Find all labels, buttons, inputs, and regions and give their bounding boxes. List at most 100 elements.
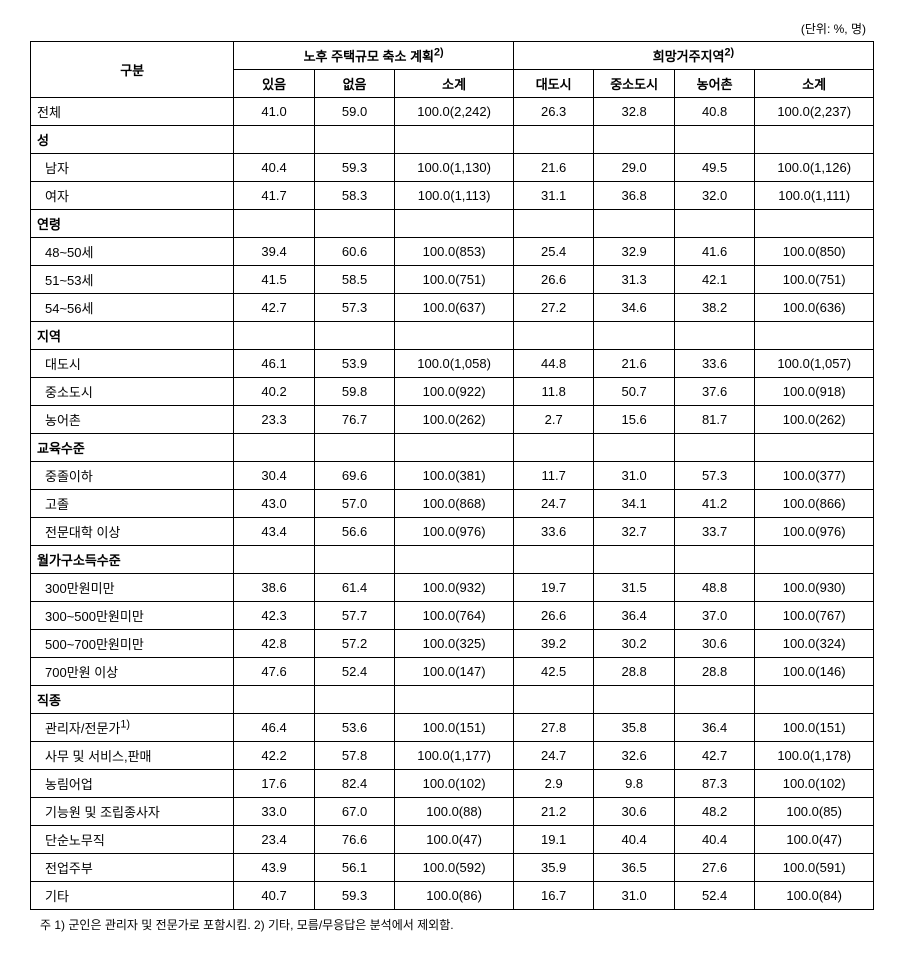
- data-cell: 27.8: [513, 714, 593, 742]
- data-cell: 76.7: [314, 406, 394, 434]
- table-header: 구분 노후 주택규모 축소 계획2) 희망거주지역2) 있음 없음 소계 대도시…: [31, 42, 874, 98]
- data-cell: 2.7: [513, 406, 593, 434]
- data-cell: 30.4: [234, 462, 314, 490]
- data-cell: 38.2: [674, 294, 754, 322]
- data-cell: 40.4: [234, 154, 314, 182]
- data-cell: 9.8: [594, 770, 674, 798]
- empty-cell: [674, 434, 754, 462]
- data-cell: 43.9: [234, 854, 314, 882]
- data-cell: 44.8: [513, 350, 593, 378]
- empty-cell: [513, 210, 593, 238]
- data-cell: 100.0(591): [755, 854, 874, 882]
- data-cell: 100.0(151): [395, 714, 514, 742]
- empty-cell: [234, 434, 314, 462]
- data-cell: 100.0(2,237): [755, 98, 874, 126]
- data-cell: 26.6: [513, 266, 593, 294]
- table-row: 사무 및 서비스,판매42.257.8100.0(1,177)24.732.64…: [31, 742, 874, 770]
- row-label: 사무 및 서비스,판매: [31, 742, 234, 770]
- data-cell: 53.9: [314, 350, 394, 378]
- data-cell: 61.4: [314, 574, 394, 602]
- data-cell: 21.6: [513, 154, 593, 182]
- data-cell: 100.0(47): [395, 826, 514, 854]
- header-subtotal2: 소계: [755, 70, 874, 98]
- data-cell: 23.4: [234, 826, 314, 854]
- data-cell: 57.7: [314, 602, 394, 630]
- data-cell: 30.6: [594, 798, 674, 826]
- data-cell: 42.8: [234, 630, 314, 658]
- data-cell: 42.7: [234, 294, 314, 322]
- table-row: 전업주부43.956.1100.0(592)35.936.527.6100.0(…: [31, 854, 874, 882]
- data-cell: 100.0(262): [395, 406, 514, 434]
- data-cell: 100.0(976): [395, 518, 514, 546]
- table-row: 300만원미만38.661.4100.0(932)19.731.548.8100…: [31, 574, 874, 602]
- data-cell: 42.2: [234, 742, 314, 770]
- table-body: 전체41.059.0100.0(2,242)26.332.840.8100.0(…: [31, 98, 874, 910]
- data-cell: 42.3: [234, 602, 314, 630]
- data-cell: 100.0(1,111): [755, 182, 874, 210]
- table-row: 기타40.759.3100.0(86)16.731.052.4100.0(84): [31, 882, 874, 910]
- data-cell: 100.0(764): [395, 602, 514, 630]
- header-no: 없음: [314, 70, 394, 98]
- data-cell: 69.6: [314, 462, 394, 490]
- section-header: 성: [31, 126, 874, 154]
- data-cell: 19.7: [513, 574, 593, 602]
- data-cell: 42.1: [674, 266, 754, 294]
- empty-cell: [234, 546, 314, 574]
- table-row: 농림어업17.682.4100.0(102)2.99.887.3100.0(10…: [31, 770, 874, 798]
- empty-cell: [395, 546, 514, 574]
- data-cell: 41.0: [234, 98, 314, 126]
- data-cell: 100.0(1,177): [395, 742, 514, 770]
- data-cell: 27.2: [513, 294, 593, 322]
- data-cell: 57.3: [314, 294, 394, 322]
- data-cell: 41.2: [674, 490, 754, 518]
- data-cell: 30.2: [594, 630, 674, 658]
- data-cell: 26.3: [513, 98, 593, 126]
- data-cell: 41.6: [674, 238, 754, 266]
- row-label: 남자: [31, 154, 234, 182]
- data-cell: 32.8: [594, 98, 674, 126]
- section-label: 교육수준: [31, 434, 234, 462]
- data-cell: 48.8: [674, 574, 754, 602]
- data-cell: 37.6: [674, 378, 754, 406]
- data-cell: 60.6: [314, 238, 394, 266]
- data-cell: 15.6: [594, 406, 674, 434]
- section-label: 직종: [31, 686, 234, 714]
- row-label: 중소도시: [31, 378, 234, 406]
- data-cell: 49.5: [674, 154, 754, 182]
- data-cell: 38.6: [234, 574, 314, 602]
- data-cell: 52.4: [674, 882, 754, 910]
- empty-cell: [594, 322, 674, 350]
- header-subtotal1: 소계: [395, 70, 514, 98]
- row-label: 300~500만원미만: [31, 602, 234, 630]
- data-cell: 100.0(918): [755, 378, 874, 406]
- data-cell: 100.0(1,057): [755, 350, 874, 378]
- data-cell: 42.5: [513, 658, 593, 686]
- data-cell: 100.0(592): [395, 854, 514, 882]
- data-cell: 100.0(151): [755, 714, 874, 742]
- data-cell: 33.6: [674, 350, 754, 378]
- row-label: 단순노무직: [31, 826, 234, 854]
- data-cell: 33.7: [674, 518, 754, 546]
- empty-cell: [513, 434, 593, 462]
- data-cell: 43.0: [234, 490, 314, 518]
- table-row: 농어촌23.376.7100.0(262)2.715.681.7100.0(26…: [31, 406, 874, 434]
- empty-cell: [314, 126, 394, 154]
- data-cell: 41.5: [234, 266, 314, 294]
- data-cell: 100.0(86): [395, 882, 514, 910]
- data-cell: 33.0: [234, 798, 314, 826]
- data-cell: 43.4: [234, 518, 314, 546]
- data-cell: 39.4: [234, 238, 314, 266]
- data-cell: 16.7: [513, 882, 593, 910]
- empty-cell: [513, 126, 593, 154]
- section-label: 성: [31, 126, 234, 154]
- row-label: 관리자/전문가1): [31, 714, 234, 742]
- header-yes: 있음: [234, 70, 314, 98]
- data-cell: 100.0(637): [395, 294, 514, 322]
- data-cell: 19.1: [513, 826, 593, 854]
- row-label: 51~53세: [31, 266, 234, 294]
- table-row: 500~700만원미만42.857.2100.0(325)39.230.230.…: [31, 630, 874, 658]
- data-cell: 11.8: [513, 378, 593, 406]
- row-label: 전문대학 이상: [31, 518, 234, 546]
- data-cell: 57.8: [314, 742, 394, 770]
- data-cell: 100.0(325): [395, 630, 514, 658]
